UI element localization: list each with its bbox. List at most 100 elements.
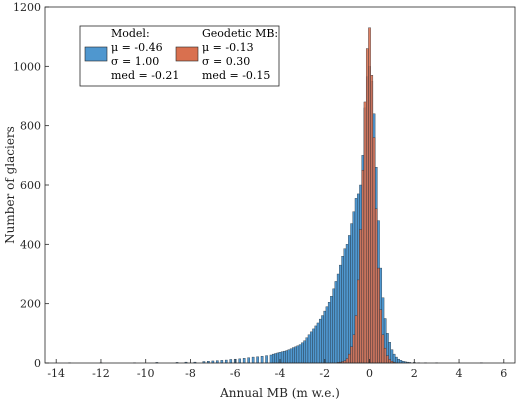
x-tick-label: -2 bbox=[319, 367, 330, 380]
x-tick-label: -6 bbox=[230, 367, 241, 380]
x-axis-label: Annual MB (m w.e.) bbox=[219, 386, 340, 400]
geodetic-bar bbox=[388, 359, 391, 364]
model-bar bbox=[303, 340, 306, 364]
x-tick-label: -14 bbox=[47, 367, 65, 380]
geodetic-bar bbox=[348, 353, 351, 364]
model-bar bbox=[318, 318, 322, 364]
model-bar bbox=[274, 353, 277, 364]
model-bar bbox=[336, 273, 340, 364]
model-bar bbox=[265, 355, 268, 364]
model-bar bbox=[294, 346, 297, 364]
x-axis: -14 -12 -10 -8 -6 -4 -2 0 2 4 6 bbox=[47, 359, 507, 380]
x-tick-label: 2 bbox=[411, 367, 418, 380]
model-bar bbox=[220, 360, 224, 364]
x-tick-label: 0 bbox=[366, 367, 373, 380]
model-bar bbox=[296, 345, 300, 364]
model-bar bbox=[280, 351, 284, 364]
x-tick-label: 6 bbox=[500, 367, 507, 380]
model-bar bbox=[238, 358, 242, 364]
legend-geodetic-median: med = -0.15 bbox=[202, 69, 270, 82]
geodetic-bar bbox=[365, 48, 369, 364]
x-tick-label: -4 bbox=[275, 367, 286, 380]
model-bar bbox=[285, 350, 289, 364]
model-bar bbox=[312, 328, 315, 364]
legend-swatch-geodetic bbox=[175, 46, 199, 62]
model-bar bbox=[224, 359, 228, 364]
model-bar bbox=[292, 347, 295, 364]
geodetic-bar bbox=[350, 346, 353, 364]
model-bar bbox=[242, 358, 246, 364]
geodetic-bar bbox=[345, 358, 349, 364]
legend-swatch-model bbox=[84, 46, 108, 62]
model-bar bbox=[397, 358, 400, 364]
legend-model-median: med = -0.21 bbox=[111, 69, 179, 82]
geodetic-bar bbox=[377, 267, 380, 364]
y-tick-label: 1200 bbox=[13, 1, 41, 14]
model-bar bbox=[348, 235, 351, 364]
legend-geodetic-std: σ = 0.30 bbox=[202, 55, 250, 68]
model-bar bbox=[341, 256, 344, 364]
model-bar bbox=[289, 348, 293, 364]
geodetic-bar bbox=[386, 355, 389, 364]
model-bar bbox=[256, 356, 259, 364]
model-bar bbox=[350, 223, 353, 364]
model-bar bbox=[301, 342, 304, 364]
model-bar bbox=[247, 357, 250, 364]
y-tick-label: 800 bbox=[20, 120, 41, 133]
y-axis: 0 200 400 600 800 1000 1200 bbox=[13, 1, 49, 370]
model-bar bbox=[330, 296, 333, 364]
model-bar bbox=[395, 356, 398, 364]
model-bar bbox=[390, 349, 394, 364]
y-tick-label: 0 bbox=[34, 357, 41, 370]
x-tick-label: -10 bbox=[137, 367, 155, 380]
geodetic-bar bbox=[370, 75, 374, 364]
y-tick-label: 400 bbox=[20, 238, 41, 251]
model-bar bbox=[276, 352, 280, 364]
model-bar bbox=[334, 281, 338, 364]
legend-model-std: σ = 1.00 bbox=[111, 55, 159, 68]
geodetic-bar bbox=[372, 137, 376, 364]
geodetic-bar bbox=[354, 315, 358, 364]
legend-geodetic-mean: μ = -0.13 bbox=[202, 41, 254, 54]
geodetic-bar bbox=[357, 279, 360, 364]
model-bar bbox=[345, 244, 349, 364]
geodetic-bar bbox=[368, 27, 371, 364]
model-bar bbox=[298, 344, 302, 364]
y-tick-label: 1000 bbox=[13, 60, 41, 73]
y-tick-label: 600 bbox=[20, 179, 41, 192]
x-tick-label: 4 bbox=[456, 367, 463, 380]
model-bar bbox=[307, 334, 311, 364]
geodetic-bar bbox=[352, 334, 356, 364]
model-bar bbox=[287, 349, 291, 364]
model-bar bbox=[271, 353, 275, 364]
model-bar bbox=[343, 248, 347, 364]
model-bar bbox=[314, 325, 318, 364]
legend-geodetic-name: Geodetic MB: bbox=[202, 27, 278, 40]
x-tick-label: -12 bbox=[92, 367, 110, 380]
geodetic-bar bbox=[363, 101, 367, 364]
model-bar bbox=[339, 264, 342, 364]
y-axis-label: Number of glaciers bbox=[3, 126, 17, 244]
model-bar bbox=[229, 359, 233, 364]
geodetic-bar bbox=[381, 334, 385, 364]
model-bar bbox=[327, 302, 331, 364]
model-bar bbox=[283, 350, 286, 364]
model-bar bbox=[305, 337, 309, 364]
model-bar bbox=[310, 331, 313, 364]
model-bar bbox=[323, 310, 327, 364]
model-bar bbox=[332, 288, 336, 364]
model-bar bbox=[325, 306, 329, 364]
model-bar bbox=[251, 356, 255, 364]
geodetic-bar bbox=[359, 229, 362, 364]
legend-model-name: Model: bbox=[111, 27, 150, 40]
model-bar bbox=[316, 322, 320, 364]
geodetic-bar bbox=[379, 309, 383, 364]
model-bar bbox=[399, 360, 403, 364]
legend: Model: μ = -0.46 σ = 1.00 med = -0.21 Ge… bbox=[79, 25, 280, 87]
x-tick-label: -8 bbox=[185, 367, 196, 380]
geodetic-bar bbox=[383, 347, 387, 364]
legend-model-mean: μ = -0.46 bbox=[111, 41, 163, 54]
model-bar bbox=[392, 353, 396, 364]
geodetic-bar bbox=[361, 169, 365, 364]
